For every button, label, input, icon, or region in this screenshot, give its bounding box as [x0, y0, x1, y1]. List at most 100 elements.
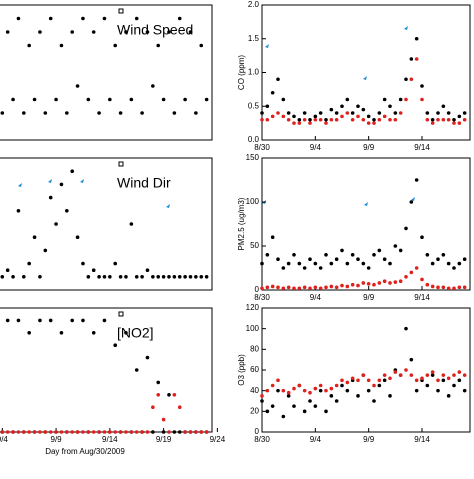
point	[382, 378, 387, 383]
point	[32, 97, 37, 102]
point	[134, 368, 139, 372]
point	[43, 111, 48, 115]
point	[48, 318, 53, 323]
point	[372, 383, 376, 388]
y-tick-label: 120	[246, 303, 260, 312]
point	[183, 430, 187, 434]
point	[156, 43, 161, 48]
point	[334, 111, 339, 115]
x-tick-label: 9/14	[414, 143, 430, 152]
point	[22, 275, 26, 279]
point	[441, 378, 446, 383]
point	[329, 117, 334, 122]
point	[270, 114, 275, 119]
point	[446, 111, 451, 115]
point	[276, 378, 280, 383]
point	[134, 16, 139, 21]
point	[313, 114, 318, 119]
point	[265, 253, 270, 257]
point	[194, 430, 198, 434]
plot-frame	[0, 307, 213, 433]
point	[324, 388, 328, 393]
point	[86, 97, 91, 102]
point	[5, 268, 10, 273]
point	[27, 430, 31, 434]
point	[345, 284, 350, 289]
point	[446, 394, 451, 398]
point	[276, 388, 280, 393]
point	[414, 266, 419, 270]
point	[398, 248, 403, 253]
x-tick-label: 8/30	[254, 435, 270, 444]
point	[0, 111, 5, 115]
point	[70, 30, 75, 34]
point	[361, 107, 366, 112]
point	[183, 275, 187, 279]
point	[372, 117, 376, 122]
point	[183, 97, 187, 102]
point	[124, 430, 128, 434]
point	[436, 285, 440, 290]
plot-frame	[0, 4, 213, 141]
point	[281, 414, 286, 419]
point	[377, 117, 382, 122]
point	[38, 318, 42, 323]
point	[324, 285, 328, 290]
point	[318, 111, 323, 115]
point	[286, 394, 291, 398]
point	[340, 378, 344, 383]
point	[414, 36, 419, 41]
point	[452, 266, 456, 270]
y-tick-label: 0	[255, 427, 260, 436]
point	[441, 253, 446, 257]
point	[302, 117, 307, 122]
point	[313, 386, 318, 391]
point	[382, 114, 387, 119]
point	[145, 430, 150, 434]
point	[161, 417, 166, 422]
point	[350, 253, 355, 257]
point	[270, 235, 275, 239]
plot-frame	[0, 157, 213, 291]
point	[286, 261, 291, 266]
point	[361, 281, 366, 285]
point	[292, 286, 296, 291]
point	[91, 268, 96, 273]
point	[281, 388, 286, 393]
point	[16, 209, 21, 213]
point	[11, 97, 15, 102]
point	[172, 275, 177, 279]
point	[388, 394, 392, 398]
x-tick-label: 9/9	[363, 435, 375, 444]
point	[260, 286, 264, 291]
point	[194, 275, 198, 279]
point	[409, 373, 414, 377]
point	[108, 97, 112, 102]
point	[270, 404, 275, 408]
point	[65, 209, 69, 213]
point	[177, 16, 182, 21]
point	[420, 277, 424, 282]
y-tick-label: 40	[250, 386, 259, 395]
point	[276, 285, 280, 290]
point	[356, 104, 360, 109]
point	[97, 275, 101, 279]
point	[188, 275, 193, 279]
point	[340, 104, 344, 109]
point	[260, 261, 264, 266]
point	[286, 285, 291, 290]
point	[32, 430, 37, 434]
point	[334, 383, 339, 388]
point	[281, 97, 286, 102]
point	[446, 261, 451, 266]
point	[281, 266, 286, 270]
point	[414, 388, 419, 393]
point	[265, 104, 270, 109]
y-axis-label: O3 (ppb)	[237, 354, 246, 386]
marker-square	[118, 8, 124, 14]
point	[393, 244, 398, 248]
point	[329, 261, 334, 266]
point	[313, 117, 318, 122]
point	[0, 430, 5, 434]
point	[340, 114, 344, 119]
